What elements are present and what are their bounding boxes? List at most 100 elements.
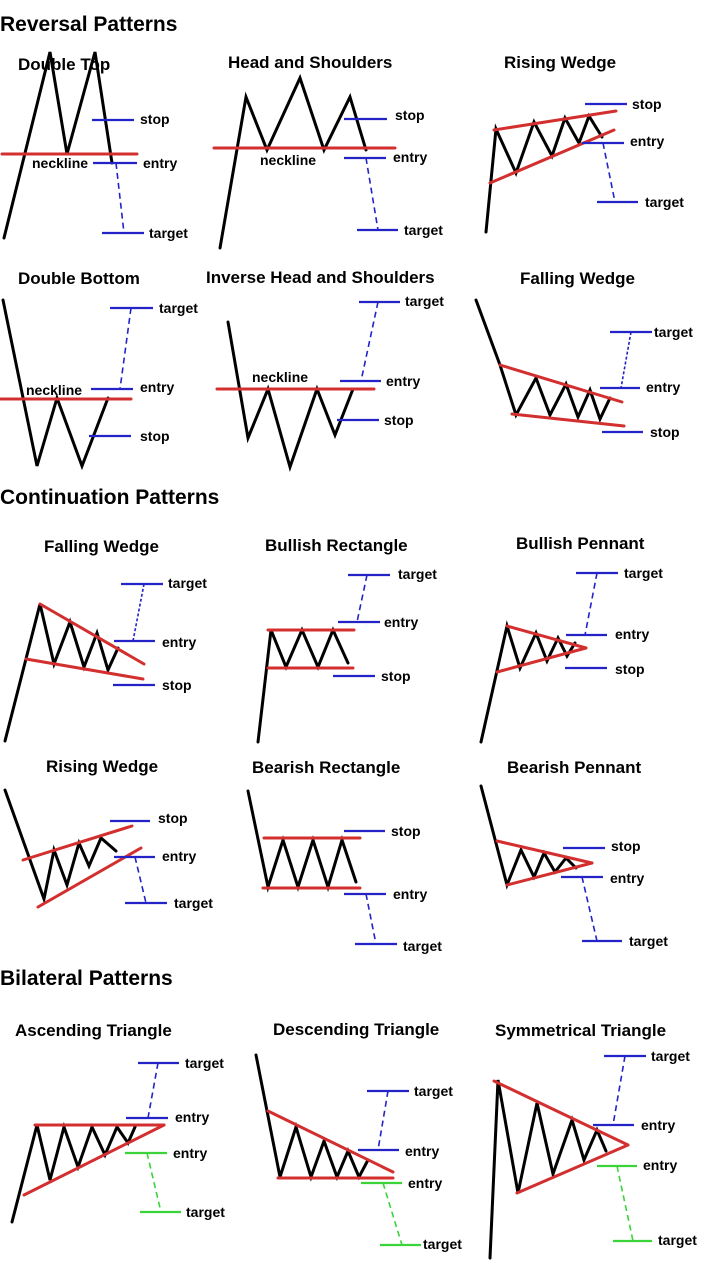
lower-trendline (22, 1123, 166, 1197)
entry-label: entry (386, 373, 420, 389)
price-path (3, 788, 118, 905)
pattern-title: Falling Wedge (520, 269, 635, 288)
pattern-falling-wedge-continuation: Falling Wedge target entry stop (3, 537, 207, 743)
lower-trendline (510, 412, 626, 428)
entry-label: entry (143, 155, 177, 171)
target-label: target (403, 938, 442, 954)
lower-trendline (488, 128, 616, 185)
pattern-descending-triangle: Descending Triangle target entry entry t… (254, 1020, 462, 1252)
entry-down-label: entry (643, 1157, 677, 1173)
target-projection (584, 572, 598, 636)
entry-label: entry (393, 886, 427, 902)
target-up-label: target (185, 1055, 224, 1071)
upper-trendline (495, 839, 594, 865)
pattern-title: Double Top (18, 55, 110, 74)
target-down-projection (616, 1165, 634, 1242)
lower-trendline (505, 861, 594, 887)
target-label: target (168, 575, 207, 591)
price-path (2, 51, 114, 240)
pattern-title: Double Bottom (18, 269, 140, 288)
neckline-label: neckline (260, 152, 316, 168)
target-up-projection (147, 1062, 159, 1119)
target-projection (581, 876, 598, 942)
pattern-title: Inverse Head and Shoulders (206, 268, 435, 287)
entry-label: entry (646, 379, 680, 395)
pattern-title: Symmetrical Triangle (495, 1021, 666, 1040)
price-path (10, 1121, 137, 1224)
stop-label: stop (162, 677, 192, 693)
upper-trendline (21, 824, 134, 862)
target-label: target (645, 194, 684, 210)
target-projection (620, 331, 632, 389)
price-path (226, 320, 355, 473)
target-label: target (629, 933, 668, 949)
upper-trendline (266, 1109, 395, 1174)
entry-up-label: entry (175, 1109, 209, 1125)
stop-label: stop (381, 668, 411, 684)
stop-label: stop (395, 107, 425, 123)
pattern-bullish-rectangle: Bullish Rectangle target entry stop (256, 536, 437, 744)
target-down-projection (146, 1152, 162, 1213)
price-path (3, 603, 120, 743)
entry-label: entry (630, 133, 664, 149)
target-up-label: target (414, 1083, 453, 1099)
pattern-ascending-triangle: Ascending Triangle target entry entry ta… (10, 1021, 225, 1224)
stop-label: stop (384, 412, 414, 428)
entry-down-label: entry (173, 1145, 207, 1161)
target-label: target (404, 222, 443, 238)
pattern-title: Rising Wedge (504, 53, 616, 72)
pattern-falling-wedge-reversal: Falling Wedge target entry stop (474, 269, 693, 440)
section-title-continuation: Continuation Patterns (0, 486, 220, 509)
pattern-title: Bearish Rectangle (252, 758, 400, 777)
entry-label: entry (140, 379, 174, 395)
stop-label: stop (650, 424, 680, 440)
upper-trendline (492, 1079, 630, 1147)
lower-trendline (495, 646, 588, 674)
target-down-label: target (186, 1204, 225, 1220)
pattern-title: Bearish Pennant (507, 758, 641, 777)
pattern-title: Falling Wedge (44, 537, 159, 556)
pattern-double-top: Double Top neckline stop entry target (0, 51, 188, 241)
target-projection (134, 856, 147, 904)
stop-label: stop (158, 810, 188, 826)
neckline-label: neckline (26, 382, 82, 398)
lower-trendline (515, 1143, 630, 1195)
entry-up-label: entry (641, 1117, 675, 1133)
entry-label: entry (384, 614, 418, 630)
stop-label: stop (611, 838, 641, 854)
entry-down-label: entry (408, 1175, 442, 1191)
target-projection (360, 301, 379, 382)
target-label: target (174, 895, 213, 911)
target-label: target (654, 324, 693, 340)
target-label: target (149, 225, 188, 241)
entry-up-label: entry (405, 1143, 439, 1159)
pattern-bearish-pennant: Bearish Pennant stop entry target (479, 758, 668, 949)
entry-label: entry (610, 870, 644, 886)
price-path (479, 784, 578, 890)
target-label: target (159, 300, 198, 316)
pattern-rising-wedge-continuation: Rising Wedge stop entry target (3, 757, 213, 911)
target-projection (356, 574, 368, 623)
pattern-title: Head and Shoulders (228, 53, 392, 72)
upper-trendline (38, 602, 146, 666)
pattern-title: Bullish Pennant (516, 534, 645, 553)
pattern-symmetrical-triangle: Symmetrical Triangle target entry entry … (488, 1021, 697, 1260)
pattern-title: Ascending Triangle (15, 1021, 172, 1040)
pattern-title: Bullish Rectangle (265, 536, 408, 555)
target-label: target (405, 293, 444, 309)
target-projection (365, 157, 379, 231)
target-down-label: target (423, 1236, 462, 1252)
stop-label: stop (391, 823, 421, 839)
price-path (474, 298, 612, 423)
target-up-label: target (651, 1048, 690, 1064)
neckline-label: neckline (252, 369, 308, 385)
pattern-inverse-head-and-shoulders: Inverse Head and Shoulders neckline targ… (206, 268, 444, 473)
pattern-title: Descending Triangle (273, 1020, 439, 1039)
section-title-reversal: Reversal Patterns (0, 13, 178, 36)
pattern-title: Rising Wedge (46, 757, 158, 776)
target-projection (602, 142, 616, 203)
price-path (254, 1053, 370, 1182)
entry-label: entry (162, 634, 196, 650)
target-projection (119, 307, 132, 390)
